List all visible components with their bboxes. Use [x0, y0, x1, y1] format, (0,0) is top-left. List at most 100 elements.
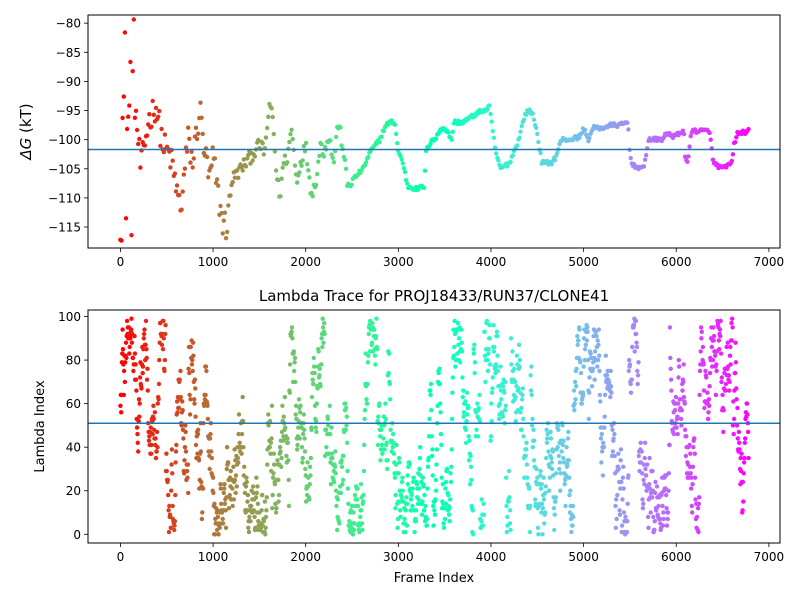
lambda-point [489, 418, 494, 424]
free-energy-panel: 0 1000 2000 3000 4000 5000 6000 7000 −80−85−90−… [17, 14, 784, 269]
lambda-point [472, 370, 477, 376]
lambda-point [430, 447, 435, 452]
free-energy-point [515, 143, 520, 148]
lambda-point [612, 453, 617, 459]
lambda-point [189, 362, 195, 367]
lambda-point [276, 499, 281, 504]
lambda-point [429, 408, 434, 413]
free-energy-point [289, 127, 294, 132]
lambda-point [124, 355, 129, 361]
lambda-point [136, 449, 141, 454]
free-energy-point [157, 108, 162, 114]
lambda-point [586, 416, 591, 422]
lambda-point [289, 329, 294, 334]
lambda-point [252, 514, 257, 520]
lambda-point [510, 349, 515, 354]
lambda-point [144, 355, 149, 361]
free-energy-point [196, 131, 201, 136]
lambda-point [285, 436, 290, 441]
lambda-point [159, 342, 165, 347]
lambda-point [698, 349, 703, 354]
lambda-point [596, 342, 601, 347]
lambda-point [402, 516, 407, 522]
lambda-point [375, 442, 381, 448]
lambda-point [428, 381, 434, 387]
lambda-point [391, 451, 397, 456]
lambda-point [425, 516, 430, 522]
lambda-point [742, 440, 747, 445]
lambda-point [286, 503, 292, 509]
lambda-point [302, 449, 308, 454]
lambda-point [434, 447, 440, 452]
lambda-point [560, 423, 565, 428]
lambda-point [173, 449, 179, 454]
lambda-point [129, 316, 134, 321]
lambda-point [630, 344, 635, 350]
lambda-point [236, 412, 242, 417]
free-energy-point [153, 105, 159, 111]
lambda-point [657, 516, 663, 522]
lambda-point [247, 514, 252, 520]
lambda-point [212, 532, 218, 537]
lambda-point [582, 357, 587, 363]
lambda-point [430, 473, 435, 478]
lambda-point [491, 323, 496, 328]
free-energy-point [204, 154, 210, 160]
free-energy-point [450, 129, 455, 134]
lambda-point [226, 460, 231, 465]
lambda-point [344, 414, 349, 419]
lambda-point [558, 488, 563, 493]
free-energy-point [172, 171, 178, 176]
lambda-point [396, 455, 402, 461]
lambda-point [299, 445, 305, 450]
lambda-point [141, 331, 147, 337]
lambda-point [495, 333, 500, 339]
lambda-point [723, 381, 729, 387]
lambda-point [608, 368, 613, 374]
free-energy-point [266, 114, 271, 120]
lambda-point [156, 397, 161, 402]
lambda-point [565, 436, 571, 441]
free-energy-point [395, 141, 400, 146]
lambda-point [464, 390, 470, 395]
lambda-point [520, 386, 525, 391]
free-energy-point [552, 157, 558, 163]
lambda-point [646, 525, 651, 530]
lambda-point [327, 403, 332, 408]
lambda-point [695, 506, 701, 511]
lambda-point [416, 486, 422, 491]
lambda-point [388, 397, 393, 402]
lambda-point [231, 464, 236, 469]
lambda-point [672, 408, 678, 413]
lambda-point [314, 401, 319, 406]
lambda-point [289, 325, 295, 330]
lambda-point [372, 327, 377, 332]
lambda-point [531, 458, 537, 463]
lambda-point [557, 466, 562, 472]
lambda-point [187, 392, 192, 398]
free-energy-point [133, 108, 139, 114]
lambda-point [701, 362, 706, 367]
free-energy-point [292, 163, 298, 168]
lambda-point [692, 451, 697, 456]
lambda-point [262, 499, 268, 504]
lambda-point [147, 434, 152, 439]
lambda-point [185, 475, 190, 480]
lambda-point [398, 514, 403, 520]
free-energy-point [405, 181, 410, 186]
lambda-point [578, 360, 583, 365]
free-energy-point [130, 69, 135, 74]
lambda-point [504, 475, 509, 480]
free-energy-point [138, 165, 143, 170]
lambda-point [319, 362, 324, 367]
free-energy-point [587, 135, 592, 141]
lambda-point [311, 355, 316, 361]
free-energy-point [261, 152, 266, 157]
lambda-point [573, 397, 578, 402]
free-energy-point [174, 183, 180, 188]
lambda-point [313, 425, 318, 430]
lambda-point [173, 460, 178, 465]
lambda-point [448, 497, 453, 502]
lambda-point [140, 364, 146, 369]
lambda-point [190, 340, 196, 345]
